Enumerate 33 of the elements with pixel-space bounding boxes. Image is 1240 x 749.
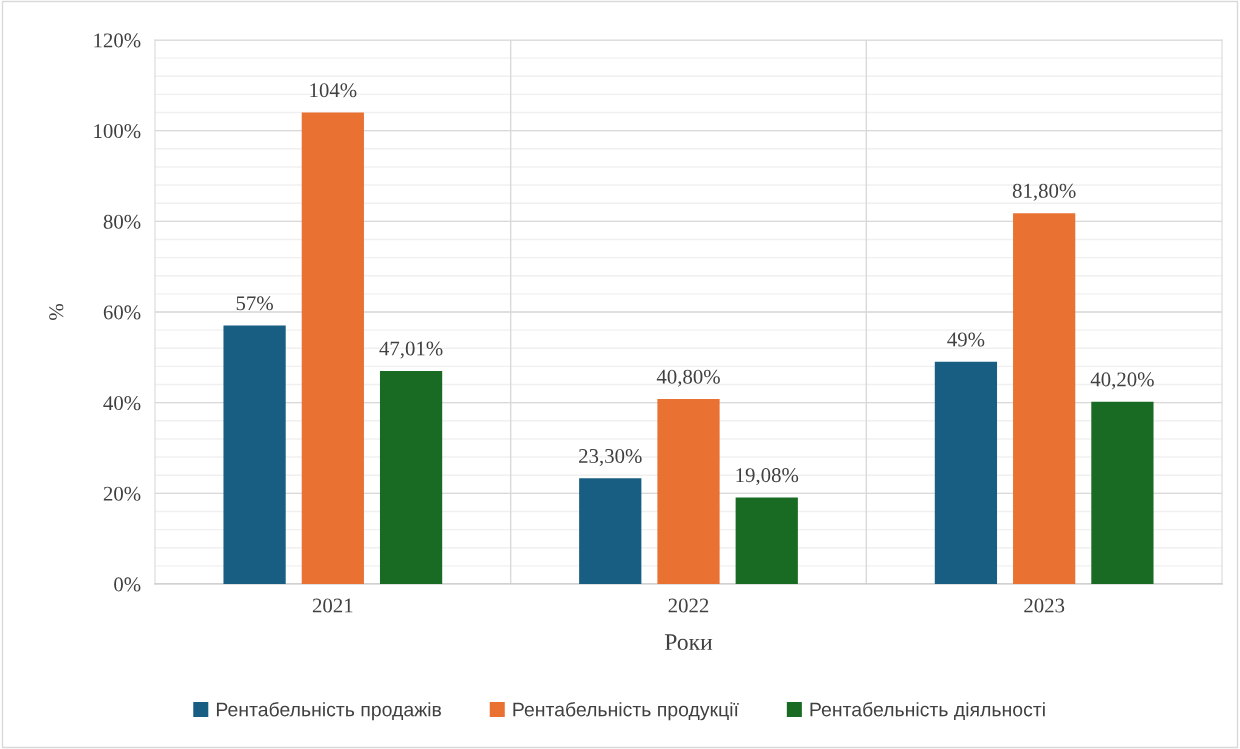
y-tick-label: 60%	[103, 305, 141, 320]
x-tick-label: 2023	[1024, 598, 1065, 613]
y-tick-label: 100%	[94, 124, 141, 139]
data-label: 19,08%	[736, 468, 799, 486]
y-tick-label: 0%	[114, 577, 141, 592]
bar	[1091, 401, 1154, 584]
data-label: 81,80%	[1012, 183, 1076, 201]
legend-label: Рентабельність діяльності	[810, 701, 1045, 721]
bar	[735, 497, 798, 584]
y-tick-label: 120%	[94, 33, 141, 48]
bar	[579, 478, 642, 584]
data-label: 40,80%	[656, 369, 720, 387]
legend-label: Рентабельність продажів	[216, 701, 441, 721]
bar	[657, 399, 720, 584]
data-label: 23,30%	[579, 448, 642, 467]
data-label: 104%	[310, 83, 357, 98]
data-label: 47,01%	[379, 341, 443, 359]
bar	[223, 325, 286, 584]
x-tick-label: 2022	[668, 598, 709, 613]
y-tick-label: 40%	[103, 396, 141, 411]
y-tick-label: 20%	[103, 486, 141, 501]
y-tick-label: 80%	[103, 214, 141, 229]
x-axis-title: Роки	[664, 634, 713, 651]
data-label: 40,20%	[1090, 372, 1154, 390]
bar	[1013, 213, 1076, 584]
legend-label: Рентабельність продукції	[513, 701, 739, 721]
data-label: 49%	[947, 332, 985, 347]
bar	[934, 361, 998, 584]
bar	[379, 370, 443, 584]
bar	[301, 112, 364, 584]
x-tick-label: 2021	[312, 598, 353, 613]
data-label: 57%	[236, 296, 273, 311]
y-axis-title: %	[49, 304, 64, 320]
